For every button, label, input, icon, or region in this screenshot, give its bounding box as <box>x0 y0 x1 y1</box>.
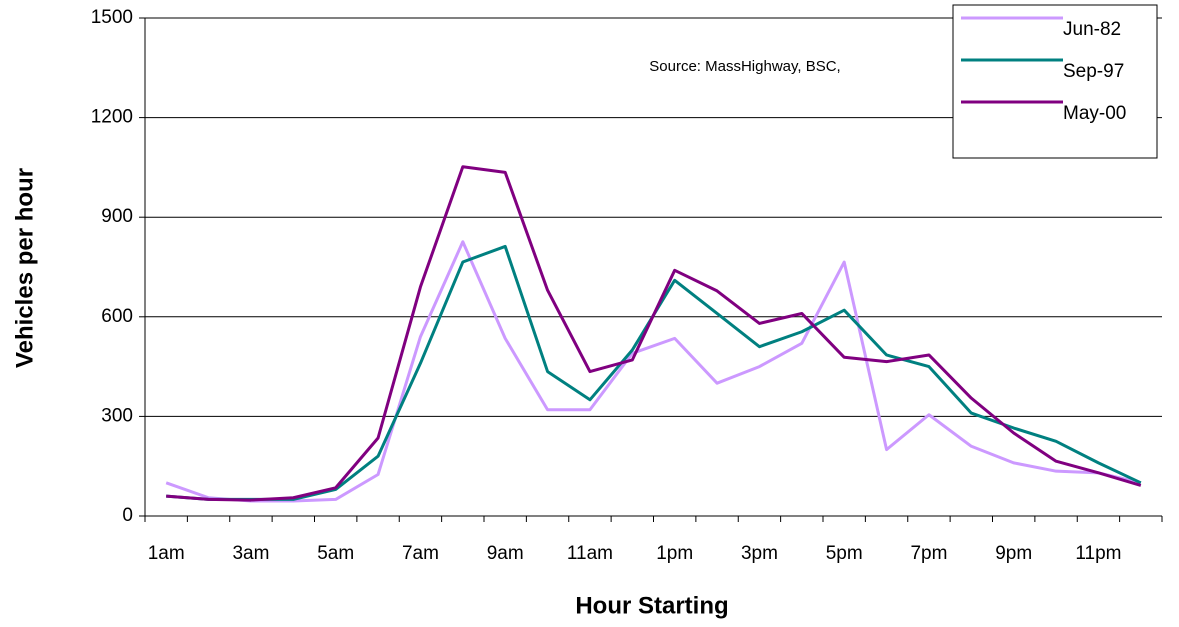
y-tick-label: 300 <box>101 405 133 426</box>
annotation: Source: MassHighway, BSC, <box>649 58 840 75</box>
legend-box <box>952 4 1158 159</box>
y-tick-label: 1200 <box>91 107 133 128</box>
legend-label: Sep-97 <box>1063 61 1124 82</box>
x-tick-label: 11am <box>567 543 613 564</box>
x-tick-label: 3am <box>232 543 269 564</box>
x-axis-title: Hour Starting <box>575 592 728 619</box>
x-tick-label: 7am <box>402 543 439 564</box>
x-tick-label: 1am <box>148 543 185 564</box>
x-tick-label: 9pm <box>995 543 1032 564</box>
x-tick-label: 5am <box>317 543 354 564</box>
x-tick-label: 5pm <box>826 543 863 564</box>
x-tick-label: 3pm <box>741 543 778 564</box>
x-tick-label: 7pm <box>910 543 947 564</box>
series-line <box>165 240 1142 503</box>
y-tick-label: 900 <box>101 206 133 227</box>
legend-label: Jun-82 <box>1063 19 1121 40</box>
legend-label: May-00 <box>1063 103 1126 124</box>
series-line <box>166 165 1142 502</box>
y-tick-label: 600 <box>101 306 133 327</box>
y-tick-label: 1500 <box>91 7 133 28</box>
y-tick-label: 0 <box>122 505 133 526</box>
x-tick-label: 1pm <box>656 543 693 564</box>
y-axis-title: Vehicles per hour <box>11 168 38 368</box>
x-tick-label: 11pm <box>1075 543 1121 564</box>
series-line <box>166 244 1142 501</box>
x-tick-label: 9am <box>487 543 524 564</box>
